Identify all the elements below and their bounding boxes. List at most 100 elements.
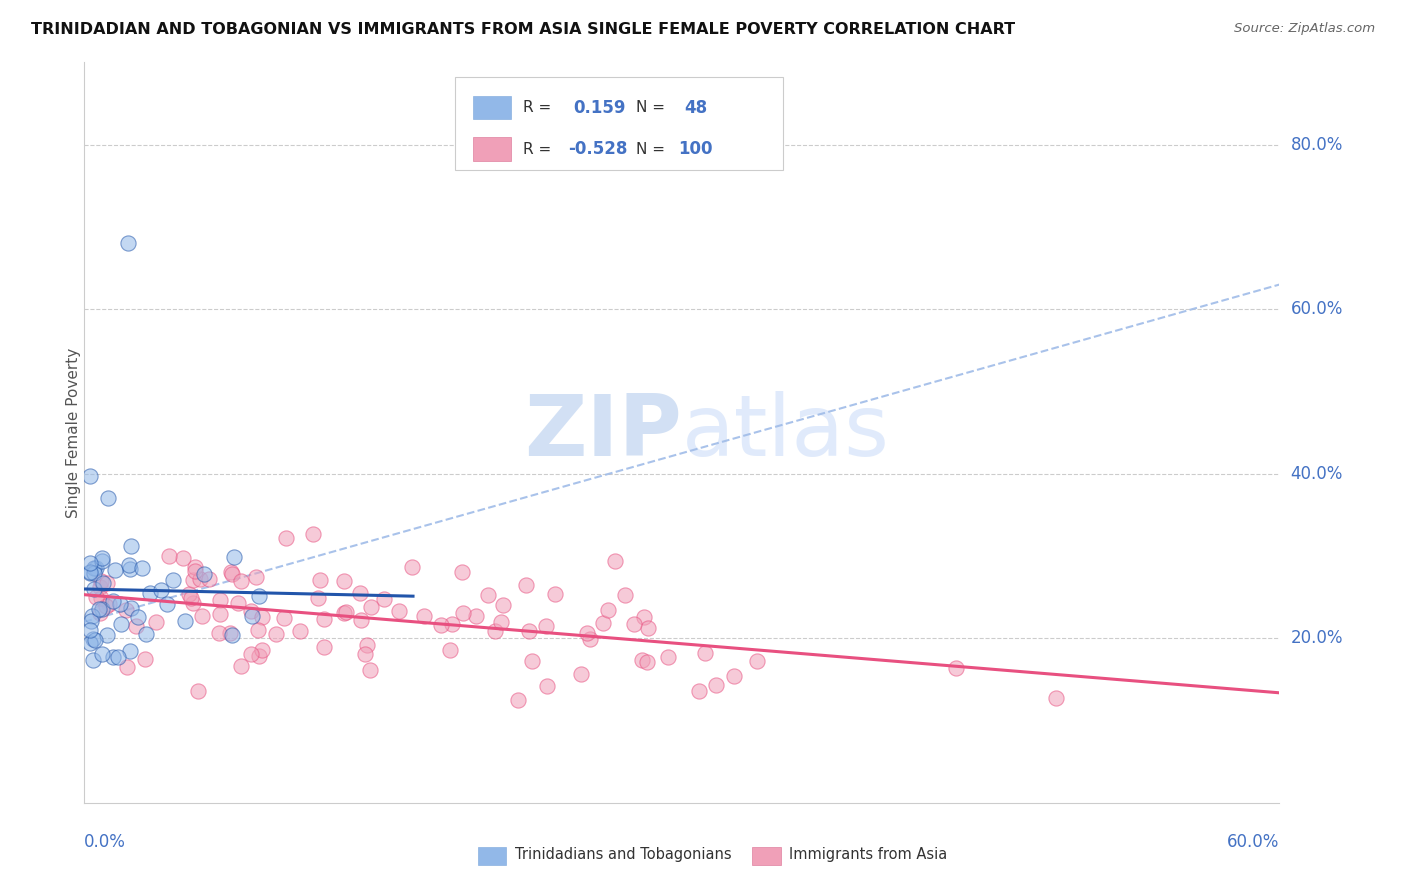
Text: ZIP: ZIP [524, 391, 682, 475]
Point [198, 572, 221, 586]
Text: N =: N = [637, 100, 671, 115]
Point [80, 609, 103, 624]
Text: 40.0%: 40.0% [1291, 465, 1343, 483]
Text: 20.0%: 20.0% [1291, 629, 1343, 648]
Point [110, 597, 132, 611]
Point [180, 591, 202, 605]
Point [149, 583, 172, 598]
Point [723, 669, 745, 683]
Point [96, 576, 118, 591]
Point [312, 640, 335, 654]
Point [745, 655, 768, 669]
Point [356, 638, 378, 652]
Text: 0.0%: 0.0% [84, 833, 127, 851]
Point [592, 615, 614, 630]
Point [209, 592, 232, 607]
Point [79, 636, 101, 650]
Text: 60.0%: 60.0% [1227, 833, 1279, 851]
Point [575, 626, 598, 640]
Text: Immigrants from Asia: Immigrants from Asia [790, 847, 948, 863]
Point [84, 561, 107, 575]
Point [247, 589, 270, 603]
Point [79, 469, 101, 483]
Point [97, 597, 120, 611]
Text: 48: 48 [685, 99, 707, 117]
Point [519, 624, 541, 638]
Point [82, 653, 104, 667]
Point [239, 647, 262, 661]
Point [360, 600, 382, 615]
Point [110, 617, 132, 632]
Point [94, 599, 117, 613]
Point [401, 560, 423, 574]
Point [183, 559, 205, 574]
Point [90, 574, 112, 589]
Point [239, 604, 262, 618]
Point [630, 652, 652, 666]
Point [91, 602, 114, 616]
Point [245, 570, 267, 584]
Point [302, 527, 325, 541]
Point [307, 591, 329, 606]
Point [118, 558, 141, 573]
Point [125, 619, 148, 633]
Point [90, 591, 112, 605]
Point [183, 565, 205, 579]
Point [571, 667, 593, 681]
Point [191, 609, 214, 624]
Y-axis label: Single Female Poverty: Single Female Poverty [66, 348, 80, 517]
Point [90, 550, 112, 565]
Point [190, 572, 212, 586]
Point [79, 566, 101, 580]
Point [121, 600, 143, 615]
Point [515, 578, 537, 592]
Point [250, 643, 273, 657]
Text: N =: N = [637, 142, 665, 157]
Point [79, 565, 101, 579]
Text: 60.0%: 60.0% [1291, 301, 1343, 318]
Point [84, 632, 107, 647]
Point [465, 609, 488, 624]
Point [83, 566, 105, 581]
Point [536, 680, 558, 694]
Point [219, 626, 242, 640]
Point [614, 588, 637, 602]
FancyBboxPatch shape [472, 95, 510, 120]
Point [117, 659, 139, 673]
Point [118, 561, 141, 575]
Point [127, 610, 149, 624]
Point [157, 549, 180, 564]
Point [439, 643, 461, 657]
Point [172, 550, 194, 565]
Point [115, 603, 138, 617]
Point [695, 646, 717, 660]
Point [596, 603, 619, 617]
Point [264, 627, 287, 641]
Text: Trinidadians and Tobagonians: Trinidadians and Tobagonians [515, 847, 731, 863]
Point [224, 550, 246, 565]
Point [101, 650, 124, 665]
Point [249, 648, 271, 663]
Point [139, 586, 162, 600]
Text: R =: R = [523, 142, 551, 157]
Point [226, 596, 249, 610]
Text: atlas: atlas [682, 391, 890, 475]
Point [193, 566, 215, 581]
Point [333, 574, 356, 588]
Point [477, 588, 499, 602]
Point [354, 647, 377, 661]
Point [308, 573, 330, 587]
Text: R =: R = [523, 100, 557, 115]
Point [637, 621, 659, 635]
Point [83, 561, 105, 575]
Point [181, 573, 204, 587]
Point [240, 609, 263, 624]
Point [231, 574, 253, 589]
Point [187, 684, 209, 698]
Point [350, 613, 373, 627]
Point [79, 624, 101, 638]
Point [91, 647, 114, 661]
FancyBboxPatch shape [456, 78, 783, 169]
Point [83, 582, 105, 596]
Point [90, 553, 112, 567]
